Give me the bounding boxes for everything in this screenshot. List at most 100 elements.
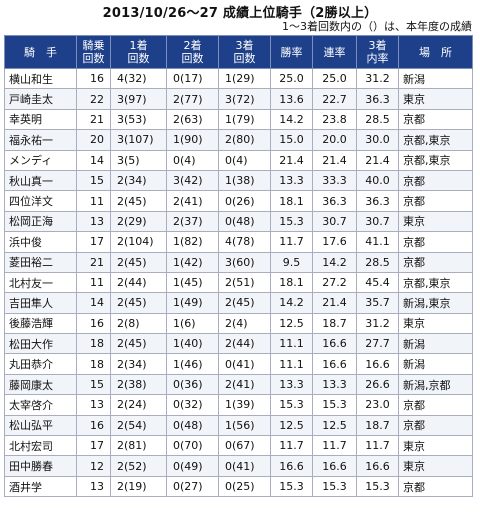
top3-rate: 11.7 bbox=[356, 435, 399, 457]
first-count: 2(104) bbox=[110, 231, 167, 253]
ride-count: 11 bbox=[76, 271, 111, 294]
jockey-name: 丸田恭介 bbox=[4, 353, 77, 375]
venue: 東京 bbox=[398, 88, 473, 110]
ride-count: 16 bbox=[76, 414, 111, 437]
third-count: 2(44) bbox=[218, 333, 271, 355]
second-count: 2(63) bbox=[166, 108, 219, 131]
first-count: 2(24) bbox=[110, 394, 167, 416]
place-rate: 36.3 bbox=[312, 190, 357, 212]
place-rate: 23.8 bbox=[312, 108, 357, 131]
jockey-name: 田中勝春 bbox=[4, 455, 77, 477]
win-rate: 11.1 bbox=[270, 333, 313, 355]
venue: 京都,東京 bbox=[398, 129, 473, 151]
win-rate: 11.7 bbox=[270, 435, 313, 457]
place-rate: 21.4 bbox=[312, 292, 357, 314]
third-count: 2(4) bbox=[218, 312, 271, 335]
second-count: 0(36) bbox=[166, 373, 219, 396]
win-rate: 12.5 bbox=[270, 312, 313, 335]
jockey-name: 浜中俊 bbox=[4, 231, 77, 253]
ride-count: 21 bbox=[76, 251, 111, 273]
second-count: 1(49) bbox=[166, 292, 219, 314]
header-first: 1着 回数 bbox=[110, 35, 167, 69]
jockey-name: 北村友一 bbox=[4, 271, 77, 294]
table-note: 1～3着回数内の（）は、本年度の成績 bbox=[282, 20, 472, 33]
table-row: 藤岡康太 15 2(38) 0(36) 2(41) 13.3 13.3 26.6 新潟,京都 bbox=[4, 373, 473, 396]
top3-rate: 30.7 bbox=[356, 210, 399, 233]
ride-count: 13 bbox=[76, 210, 111, 233]
second-count: 0(32) bbox=[166, 394, 219, 416]
second-count: 0(27) bbox=[166, 475, 219, 498]
venue: 京都 bbox=[398, 414, 473, 437]
jockey-name: 酒井学 bbox=[4, 475, 77, 498]
ride-count: 15 bbox=[76, 373, 111, 396]
venue: 新潟,京都 bbox=[398, 373, 473, 396]
third-count: 2(41) bbox=[218, 373, 271, 396]
place-rate: 14.2 bbox=[312, 251, 357, 273]
top3-rate: 28.5 bbox=[356, 251, 399, 273]
venue: 東京 bbox=[398, 312, 473, 335]
top3-rate: 31.2 bbox=[356, 312, 399, 335]
second-count: 3(42) bbox=[166, 169, 219, 192]
ride-count: 17 bbox=[76, 231, 111, 253]
jockey-name: 幸英明 bbox=[4, 108, 77, 131]
ride-count: 13 bbox=[76, 475, 111, 498]
third-count: 0(41) bbox=[218, 353, 271, 375]
win-rate: 15.3 bbox=[270, 394, 313, 416]
first-count: 2(34) bbox=[110, 169, 167, 192]
second-count: 0(49) bbox=[166, 455, 219, 477]
win-rate: 15.0 bbox=[270, 129, 313, 151]
second-count: 2(37) bbox=[166, 210, 219, 233]
place-rate: 22.7 bbox=[312, 88, 357, 110]
header-jockey: 騎 手 bbox=[4, 35, 77, 69]
win-rate: 21.4 bbox=[270, 149, 313, 171]
top3-rate: 27.7 bbox=[356, 333, 399, 355]
place-rate: 15.3 bbox=[312, 475, 357, 498]
table-row: 吉田隼人 14 2(45) 1(49) 2(45) 14.2 21.4 35.7 新潟,東京 bbox=[4, 292, 473, 314]
first-count: 2(8) bbox=[110, 312, 167, 335]
place-rate: 33.3 bbox=[312, 169, 357, 192]
header-venue: 場 所 bbox=[398, 35, 473, 69]
header-top3-rate: 3着 内率 bbox=[356, 35, 399, 69]
ride-count: 12 bbox=[76, 455, 111, 477]
place-rate: 17.6 bbox=[312, 231, 357, 253]
ride-count: 18 bbox=[76, 353, 111, 375]
ride-count: 17 bbox=[76, 435, 111, 457]
win-rate: 11.7 bbox=[270, 231, 313, 253]
place-rate: 11.7 bbox=[312, 435, 357, 457]
first-count: 2(45) bbox=[110, 251, 167, 273]
win-rate: 18.1 bbox=[270, 190, 313, 212]
third-count: 0(48) bbox=[218, 210, 271, 233]
second-count: 1(46) bbox=[166, 353, 219, 375]
venue: 京都 bbox=[398, 475, 473, 498]
second-count: 1(45) bbox=[166, 271, 219, 294]
place-rate: 30.7 bbox=[312, 210, 357, 233]
win-rate: 13.3 bbox=[270, 169, 313, 192]
venue: 東京 bbox=[398, 210, 473, 233]
venue: 京都 bbox=[398, 394, 473, 416]
ride-count: 22 bbox=[76, 88, 111, 110]
top3-rate: 45.4 bbox=[356, 271, 399, 294]
venue: 京都 bbox=[398, 231, 473, 253]
win-rate: 18.1 bbox=[270, 271, 313, 294]
jockey-name: 松田大作 bbox=[4, 333, 77, 355]
win-rate: 13.6 bbox=[270, 88, 313, 110]
second-count: 1(6) bbox=[166, 312, 219, 335]
first-count: 2(45) bbox=[110, 333, 167, 355]
top3-rate: 26.6 bbox=[356, 373, 399, 396]
top3-rate: 21.4 bbox=[356, 149, 399, 171]
second-count: 1(40) bbox=[166, 333, 219, 355]
third-count: 0(4) bbox=[218, 149, 271, 171]
place-rate: 21.4 bbox=[312, 149, 357, 171]
win-rate: 12.5 bbox=[270, 414, 313, 437]
jockey-name: 四位洋文 bbox=[4, 190, 77, 212]
second-count: 2(41) bbox=[166, 190, 219, 212]
venue: 京都,東京 bbox=[398, 271, 473, 294]
jockey-ranking-table: 騎 手 騎乗 回数 1着 回数 2着 回数 3着 回数 勝率 連率 3着 内率 … bbox=[4, 35, 473, 498]
second-count: 0(48) bbox=[166, 414, 219, 437]
table-row: 田中勝春 12 2(52) 0(49) 0(41) 16.6 16.6 16.6 東京 bbox=[4, 455, 473, 477]
ride-count: 15 bbox=[76, 169, 111, 192]
table-row: 幸英明 21 3(53) 2(63) 1(79) 14.2 23.8 28.5 京都 bbox=[4, 108, 473, 131]
third-count: 1(79) bbox=[218, 108, 271, 131]
ride-count: 14 bbox=[76, 149, 111, 171]
win-rate: 13.3 bbox=[270, 373, 313, 396]
